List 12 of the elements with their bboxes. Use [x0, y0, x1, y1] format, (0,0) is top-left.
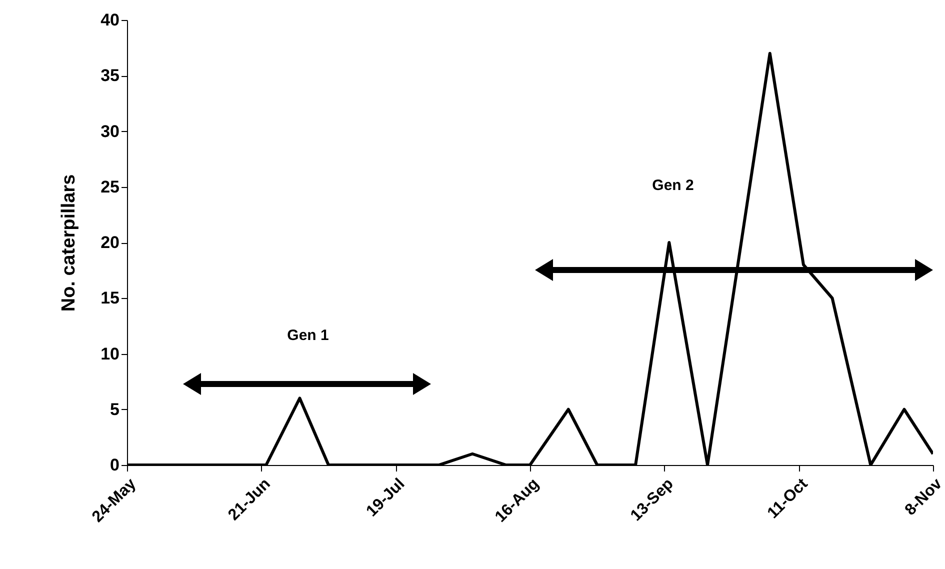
- annotation: Gen 2: [652, 176, 694, 194]
- annotation: Gen 1: [287, 326, 329, 344]
- y-tick-label: 15: [100, 288, 120, 308]
- y-tick-label: 30: [100, 122, 120, 141]
- y-tick-label: 25: [100, 177, 120, 196]
- y-tick-label: 0: [110, 456, 120, 474]
- y-tick-label: 35: [100, 66, 120, 86]
- y-axis-title: No. caterpillars: [58, 174, 80, 312]
- y-tick-label: 20: [100, 233, 120, 252]
- y-tick-label: 5: [110, 400, 120, 419]
- y-tick-label: 10: [100, 344, 120, 364]
- y-tick-label: 40: [100, 10, 120, 30]
